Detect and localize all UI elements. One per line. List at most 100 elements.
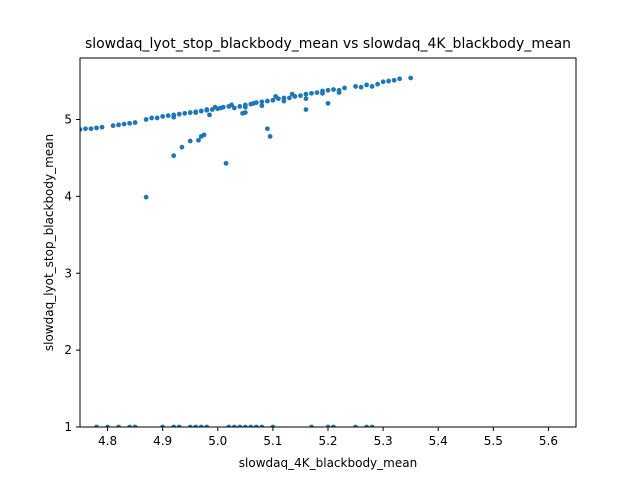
data-point [80, 127, 83, 132]
x-tick-label: 5.0 [208, 434, 227, 448]
data-point [110, 123, 116, 129]
data-points [80, 75, 414, 427]
data-point [154, 115, 160, 121]
data-point [182, 110, 188, 116]
data-point [171, 114, 177, 120]
data-point [88, 126, 94, 132]
data-point [309, 424, 314, 427]
data-point [364, 82, 369, 88]
x-tick-label: 5.6 [539, 434, 558, 448]
data-point [187, 110, 193, 115]
data-point [207, 112, 212, 118]
data-point [331, 87, 336, 92]
data-point [231, 105, 237, 111]
data-point [204, 424, 210, 427]
data-point [358, 84, 364, 90]
x-tick-label: 5.2 [318, 434, 337, 448]
data-point [160, 114, 166, 119]
data-point [171, 424, 177, 427]
data-point [408, 75, 414, 81]
data-point [127, 424, 132, 427]
data-point [386, 78, 392, 84]
data-point [201, 132, 207, 138]
data-point [132, 424, 138, 427]
x-tick-label: 5.5 [484, 434, 503, 448]
y-tick-label: 2 [64, 343, 72, 357]
data-point [187, 424, 193, 427]
data-point [218, 105, 223, 111]
data-point [380, 79, 386, 85]
data-point [176, 111, 182, 117]
x-tick-label: 5.4 [429, 434, 448, 448]
data-point [303, 96, 309, 102]
y-tick-label: 3 [64, 266, 72, 280]
data-point [132, 120, 138, 125]
data-point [242, 110, 248, 115]
data-point [94, 125, 99, 131]
data-point [171, 153, 177, 159]
data-point [176, 424, 182, 427]
x-axis-label: slowdaq_4K_blackbody_mean [239, 456, 417, 470]
data-point [259, 99, 265, 105]
data-point [325, 424, 331, 427]
y-tick-label: 4 [64, 189, 72, 203]
data-point [289, 91, 295, 97]
data-point [273, 94, 279, 99]
data-point [187, 138, 193, 144]
data-point [127, 120, 132, 126]
x-tick-label: 5.3 [374, 434, 393, 448]
data-point [237, 424, 243, 427]
data-point [226, 424, 232, 427]
y-tick-label: 1 [64, 420, 72, 434]
data-point [165, 113, 171, 119]
data-point [298, 93, 303, 99]
data-point [303, 91, 309, 97]
data-point [229, 102, 234, 108]
y-axis-label: slowdaq_lyot_stop_blackbody_mean [42, 134, 56, 351]
data-point [287, 95, 292, 101]
data-point [270, 97, 276, 103]
data-point [259, 424, 265, 427]
data-point [143, 117, 149, 122]
data-point [375, 81, 380, 87]
data-point [179, 144, 185, 150]
data-point [364, 424, 369, 427]
data-point [264, 98, 270, 104]
data-point [270, 424, 276, 427]
data-point [242, 104, 248, 110]
data-point [248, 424, 254, 427]
data-point [231, 424, 237, 427]
data-point [143, 194, 149, 200]
data-point [281, 98, 287, 104]
data-point [314, 90, 320, 95]
data-point [353, 84, 358, 89]
data-point [149, 115, 155, 121]
x-tick-label: 4.9 [153, 434, 172, 448]
data-point [325, 87, 331, 93]
y-tick-label: 5 [64, 113, 72, 127]
data-point [264, 126, 270, 132]
data-point [259, 103, 265, 109]
data-point [353, 424, 358, 427]
data-point [309, 90, 314, 96]
chart-title: slowdaq_lyot_stop_blackbody_mean vs slow… [85, 36, 571, 52]
plot-area-frame [79, 57, 577, 428]
data-point [336, 90, 342, 95]
data-point [99, 124, 105, 130]
data-point [121, 121, 127, 127]
data-point [303, 107, 309, 112]
data-point [251, 100, 256, 106]
data-point [320, 90, 325, 96]
data-point [193, 110, 199, 115]
data-point [397, 76, 403, 82]
data-point [242, 424, 248, 427]
data-point [204, 107, 210, 112]
data-point [369, 424, 375, 427]
y-axis-ticks: 1 2 3 4 5 [64, 113, 80, 434]
data-point [83, 126, 88, 132]
data-point [267, 134, 273, 139]
data-point [193, 424, 199, 427]
data-point [253, 424, 259, 427]
data-point [198, 424, 204, 427]
